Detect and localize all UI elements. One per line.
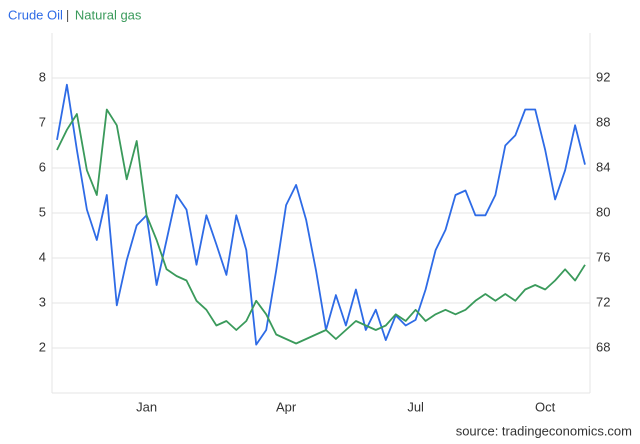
y2-tick-label: 88 [596,114,610,129]
data-line [56,108,586,345]
y-tick-label: 3 [39,294,46,309]
legend-entry: Natural gas [75,7,142,22]
y2-tick-label: 80 [596,204,610,219]
y2-tick-label: 92 [596,69,610,84]
y2-tick-label: 72 [596,294,610,309]
y2-tick-label: 84 [596,159,610,174]
legend-separator: | [66,7,69,22]
y-tick-label: 4 [39,249,46,264]
x-tick-label: Apr [276,399,297,414]
y-tick-label: 7 [39,114,46,129]
x-tick-label: Oct [535,399,556,414]
y2-tick-label: 68 [596,339,610,354]
data-line [56,83,586,346]
x-tick-label: Jan [136,399,157,414]
y2-tick-label: 76 [596,249,610,264]
y-tick-label: 5 [39,204,46,219]
y-tick-label: 2 [39,339,46,354]
source-note: source: tradingeconomics.com [456,423,632,438]
y-tick-label: 6 [39,159,46,174]
legend-entry: Crude Oil [8,7,63,22]
y-tick-label: 8 [39,69,46,84]
x-tick-label: Jul [407,399,424,414]
